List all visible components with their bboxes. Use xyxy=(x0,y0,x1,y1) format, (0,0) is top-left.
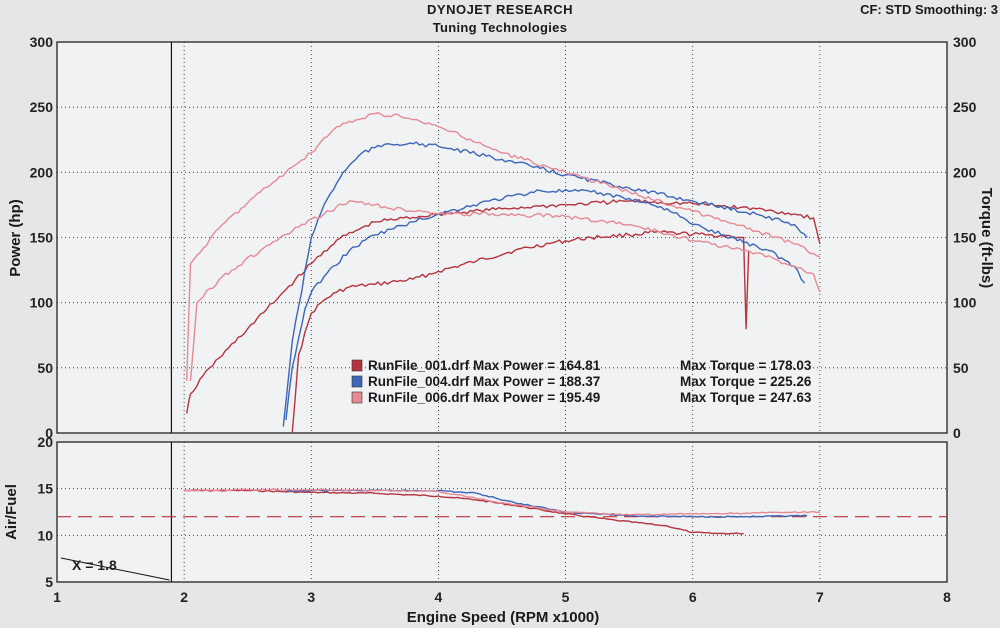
legend-swatch xyxy=(351,359,363,372)
afr-tick-label: 5 xyxy=(45,574,53,590)
legend-entry-power: RunFile_006.drf Max Power = 195.49 xyxy=(368,390,600,405)
x-tick-label: 7 xyxy=(816,589,824,605)
y2-tick-label: 50 xyxy=(953,360,969,376)
x-tick-label: 4 xyxy=(435,589,443,605)
y-tick-label: 0 xyxy=(45,425,53,441)
chart-title: DYNOJET RESEARCH xyxy=(427,2,573,17)
runfile-006-torque-line xyxy=(186,111,821,381)
y2-tick-label: 200 xyxy=(953,164,977,180)
y-tick-label: 250 xyxy=(30,99,54,115)
runfile-004-power-line xyxy=(285,188,806,421)
afr-tick-label: 15 xyxy=(37,481,53,497)
afr-tick-label: 20 xyxy=(37,434,53,450)
runfile-001-power-line xyxy=(291,229,750,434)
x-tick-label: 3 xyxy=(307,589,315,605)
x-tick-label: 2 xyxy=(180,589,188,605)
legend-swatch xyxy=(351,375,363,388)
legend-entry-power: RunFile_001.drf Max Power = 164.81 xyxy=(368,358,601,373)
y2-tick-label: 100 xyxy=(953,295,977,311)
x-tick-label: 1 xyxy=(53,589,61,605)
x-tick-label: 6 xyxy=(689,589,697,605)
y2-tick-label: 150 xyxy=(953,230,977,246)
y-tick-label: 150 xyxy=(30,230,54,246)
cursor-readout: X = 1.8 xyxy=(72,557,117,573)
runfile-006-power-line xyxy=(189,200,821,381)
y-tick-label: 300 xyxy=(30,34,54,50)
x-tick-label: 8 xyxy=(943,589,951,605)
y2-tick-label: 300 xyxy=(953,34,977,50)
y2-tick-label: 250 xyxy=(953,99,977,115)
y2-tick-label: 0 xyxy=(953,425,961,441)
air-fuel-series xyxy=(184,488,821,535)
legend-entry-torque: Max Torque = 178.03 xyxy=(680,358,812,373)
legend-entry-power: RunFile_004.drf Max Power = 188.37 xyxy=(368,374,600,389)
legend-swatch xyxy=(351,391,363,404)
cursor-readout-pointer xyxy=(60,557,170,581)
power-torque-grid xyxy=(56,41,948,434)
legend: RunFile_001.drf Max Power = 164.81 Max To… xyxy=(351,358,812,405)
correction-factor-info: CF: STD Smoothing: 3 xyxy=(860,2,998,17)
y-tick-label: 100 xyxy=(30,295,54,311)
runfile-001-afr-line xyxy=(184,489,744,535)
legend-entry-torque: Max Torque = 225.26 xyxy=(680,374,812,389)
power-torque-series xyxy=(186,111,821,434)
y-axis-label-power: Power (hp) xyxy=(7,199,24,277)
y-axis-label-air-fuel: Air/Fuel xyxy=(3,484,20,540)
afr-tick-label: 10 xyxy=(37,527,53,543)
runfile-006-afr-line xyxy=(184,488,821,516)
legend-entry-torque: Max Torque = 247.63 xyxy=(680,390,812,405)
axis-ticks: 0 0 50 50 100 100 150 150 200 200 250 250 300 300 5 10 1… xyxy=(30,34,977,605)
y-tick-label: 200 xyxy=(30,164,54,180)
y2-axis-label-torque: Torque (ft-lbs) xyxy=(978,188,995,289)
x-axis-label: Engine Speed (RPM x1000) xyxy=(407,609,600,626)
x-tick-label: 5 xyxy=(562,589,570,605)
chart-subtitle: Tuning Technologies xyxy=(432,20,568,35)
runfile-004-torque-line xyxy=(282,141,808,427)
y-tick-label: 50 xyxy=(37,360,53,376)
